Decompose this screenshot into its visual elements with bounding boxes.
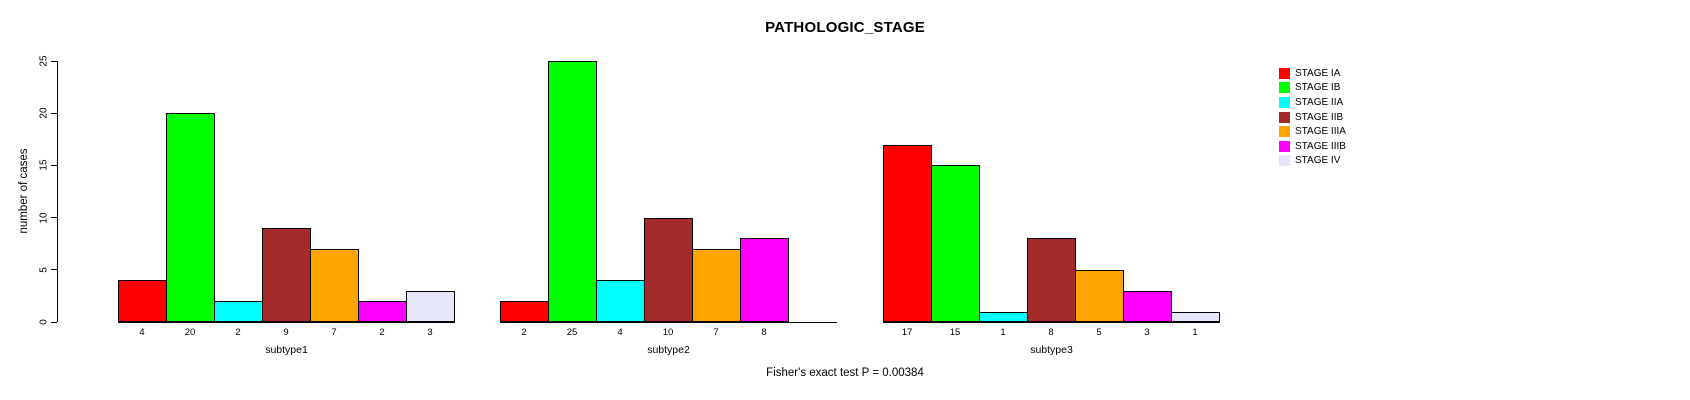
y-axis-tick-label: 5 xyxy=(38,267,50,273)
bar xyxy=(500,301,549,322)
bar-value-label: 9 xyxy=(283,326,289,338)
bar xyxy=(596,280,645,322)
y-axis-tick xyxy=(51,269,57,271)
y-axis-tick xyxy=(51,217,57,219)
bar-value-label: 17 xyxy=(901,326,913,338)
bar-value-label: 5 xyxy=(1096,326,1102,338)
legend-item: STAGE IIA xyxy=(1279,95,1346,110)
legend-color-swatch xyxy=(1279,96,1290,108)
y-axis-tick xyxy=(51,60,57,62)
bar xyxy=(118,280,167,322)
bar-value-label: 8 xyxy=(761,326,767,338)
bar-value-label: 7 xyxy=(331,326,337,338)
bar-value-label: 10 xyxy=(662,326,674,338)
bar xyxy=(1123,291,1172,322)
y-axis-tick-label: 20 xyxy=(38,107,50,119)
x-axis-group-label: subtype1 xyxy=(265,344,308,356)
legend-label: STAGE IA xyxy=(1295,67,1341,79)
y-axis-tick xyxy=(51,321,57,323)
legend-item: STAGE IIIA xyxy=(1279,124,1346,139)
bar-value-label: 15 xyxy=(949,326,961,338)
y-axis-tick xyxy=(51,112,57,114)
bar xyxy=(1027,238,1076,322)
legend-color-swatch xyxy=(1279,126,1290,138)
bar xyxy=(310,249,359,322)
legend-label: STAGE IIIB xyxy=(1295,140,1346,152)
bar xyxy=(358,301,407,322)
legend-item: STAGE IB xyxy=(1279,81,1346,96)
bar xyxy=(166,113,215,322)
bar xyxy=(979,312,1028,322)
legend-label: STAGE IIA xyxy=(1295,96,1344,108)
bar xyxy=(214,301,263,322)
legend-color-swatch xyxy=(1279,155,1290,167)
bar xyxy=(931,165,980,322)
x-axis-baseline xyxy=(500,322,837,323)
bar-value-label: 3 xyxy=(1144,326,1150,338)
bar-value-label: 1 xyxy=(1000,326,1006,338)
x-axis-baseline xyxy=(118,322,455,323)
bar-value-label: 3 xyxy=(427,326,433,338)
x-axis-baseline xyxy=(883,322,1220,323)
legend-color-swatch xyxy=(1279,140,1290,152)
bar-value-label: 2 xyxy=(521,326,527,338)
y-axis-tick-label: 10 xyxy=(38,212,50,224)
bar-value-label: 8 xyxy=(1048,326,1054,338)
y-axis-tick-label: 15 xyxy=(38,159,50,171)
bar-value-label: 4 xyxy=(617,326,623,338)
legend-color-swatch xyxy=(1279,111,1290,123)
legend-item: STAGE IA xyxy=(1279,66,1346,81)
bar xyxy=(262,228,311,322)
legend-color-swatch xyxy=(1279,67,1290,79)
bar xyxy=(548,61,597,322)
bar-value-label: 7 xyxy=(713,326,719,338)
bar xyxy=(644,218,693,322)
y-axis-tick-label: 0 xyxy=(38,319,50,325)
legend-item: STAGE IV xyxy=(1279,154,1346,169)
legend-label: STAGE IB xyxy=(1295,82,1341,94)
legend-item: STAGE IIIB xyxy=(1279,139,1346,154)
x-axis-group-label: subtype2 xyxy=(647,344,690,356)
legend-color-swatch xyxy=(1279,82,1290,94)
legend: STAGE IA STAGE IB STAGE IIA STAGE IIB STAGE … xyxy=(1279,66,1346,168)
bar-value-label: 4 xyxy=(139,326,145,338)
y-axis-label: number of cases xyxy=(18,148,30,234)
y-axis-line xyxy=(57,61,58,322)
bar xyxy=(1171,312,1220,322)
bar-value-label: 20 xyxy=(184,326,196,338)
legend-item: STAGE IIB xyxy=(1279,110,1346,125)
bar xyxy=(740,238,789,322)
y-axis-tick-label: 25 xyxy=(38,55,50,67)
bar xyxy=(406,291,455,322)
legend-label: STAGE IIB xyxy=(1295,111,1344,123)
chart-title: PATHOLOGIC_STAGE xyxy=(765,19,925,36)
x-axis-group-label: subtype3 xyxy=(1030,344,1073,356)
bar xyxy=(692,249,741,322)
bar-value-label: 2 xyxy=(235,326,241,338)
footnote-fisher-test: Fisher's exact test P = 0.00384 xyxy=(766,367,924,379)
y-axis-tick xyxy=(51,164,57,166)
bar-value-label: 1 xyxy=(1192,326,1198,338)
bar xyxy=(1075,270,1124,322)
bar-value-label: 25 xyxy=(566,326,578,338)
legend-label: STAGE IIIA xyxy=(1295,126,1346,138)
legend-label: STAGE IV xyxy=(1295,155,1341,167)
bar xyxy=(883,145,932,322)
bar-value-label: 2 xyxy=(379,326,385,338)
